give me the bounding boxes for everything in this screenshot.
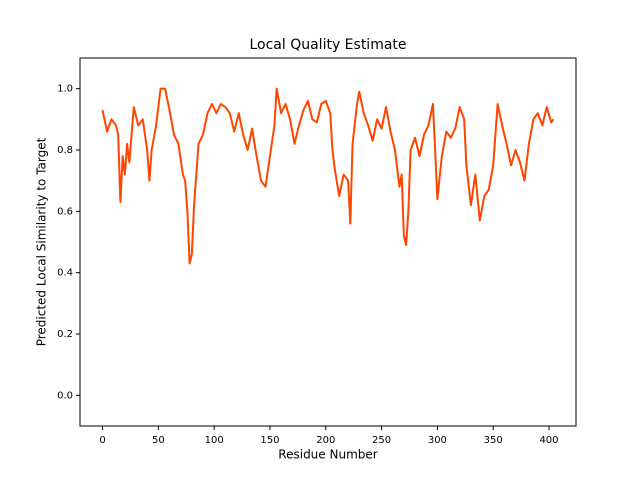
x-tick-label: 200 [316, 435, 335, 446]
x-tick-label: 150 [260, 435, 279, 446]
y-tick-label: 0.2 [57, 329, 73, 340]
x-axis-label: Residue Number [278, 448, 377, 462]
y-tick-label: 1.0 [57, 84, 73, 95]
x-tick-label: 50 [152, 435, 165, 446]
series-line [101, 87, 555, 265]
y-tick-label: 0.8 [57, 145, 73, 156]
x-tick-label: 400 [539, 435, 558, 446]
x-tick-label: 100 [205, 435, 224, 446]
x-tick-label: 350 [484, 435, 503, 446]
x-tick-label: 300 [428, 435, 447, 446]
y-tick-label: 0.4 [57, 268, 73, 279]
x-tick-label: 0 [99, 435, 105, 446]
x-tick-label: 250 [372, 435, 391, 446]
y-tick-label: 0.6 [57, 206, 73, 217]
y-tick-label: 0.0 [57, 390, 73, 401]
chart-title: Local Quality Estimate [249, 37, 406, 53]
y-axis-label: Predicted Local Similarity to Target [35, 137, 49, 346]
axes-frame [79, 57, 577, 427]
